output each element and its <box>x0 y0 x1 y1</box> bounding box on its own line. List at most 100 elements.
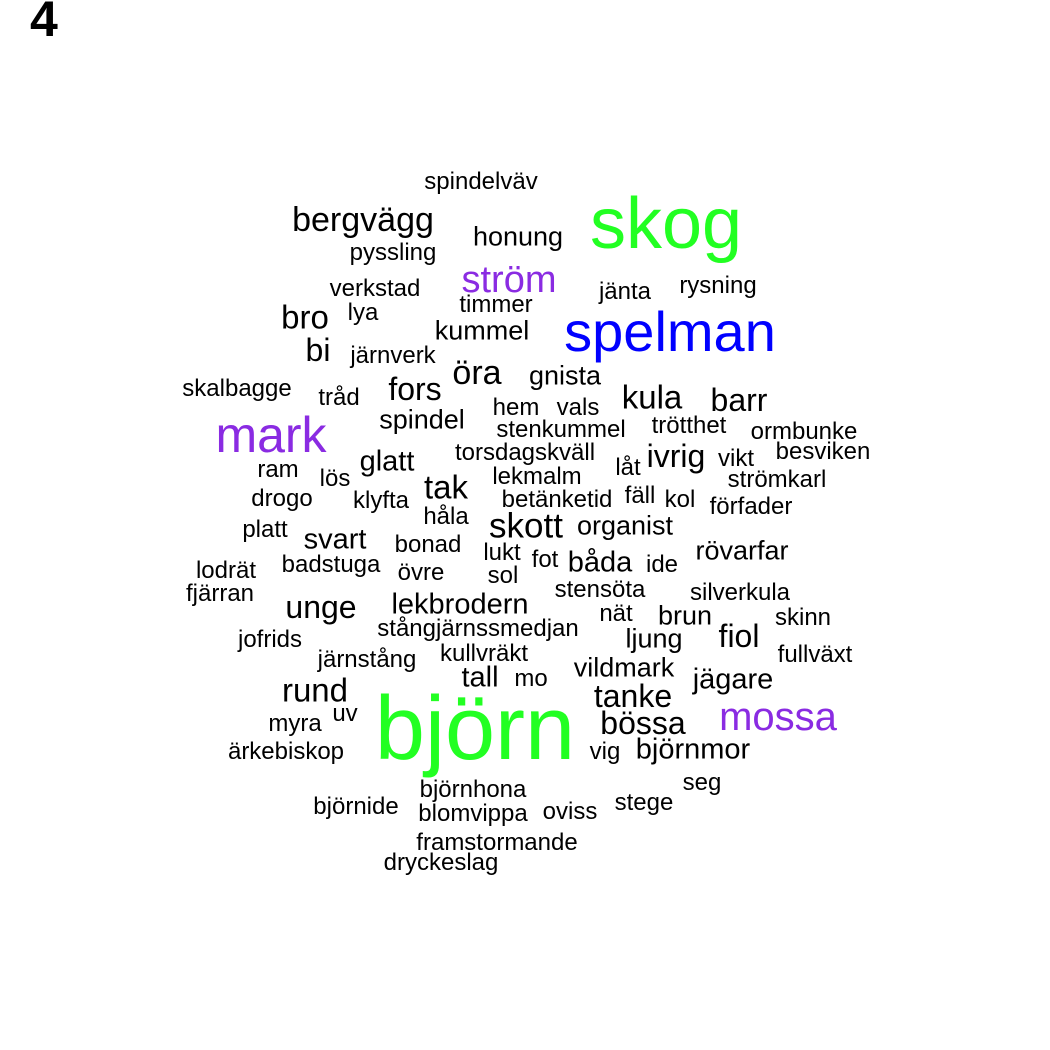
word-lekmalm: lekmalm <box>492 463 582 490</box>
word-strom: ström <box>461 259 557 301</box>
word-framstormande: framstormande <box>416 829 578 856</box>
word-timmer: timmer <box>459 291 533 318</box>
word-torsdagskvall: torsdagskväll <box>454 439 596 466</box>
word-rysning: rysning <box>679 272 757 299</box>
word-skott: skott <box>489 506 563 546</box>
word-forfader: förfader <box>709 493 793 520</box>
word-bi: bi <box>305 332 331 368</box>
word-vikt: vikt <box>718 445 754 472</box>
word-ora: öra <box>452 354 502 392</box>
word-hala: håla <box>423 503 469 530</box>
word-jagare: jägare <box>692 663 774 696</box>
word-lukt: lukt <box>483 539 521 566</box>
word-spindelvav: spindelväv <box>424 168 538 195</box>
panel-label: 4 <box>30 0 58 47</box>
word-klyfta: klyfta <box>352 487 410 514</box>
word-lat: låt <box>615 454 641 481</box>
word-stromkarl: strömkarl <box>727 466 827 493</box>
word-fiol: fiol <box>718 618 760 654</box>
word-ovre: övre <box>397 559 445 586</box>
word-los: lös <box>319 465 351 492</box>
word-bada: båda <box>567 546 633 579</box>
word-bossa: bössa <box>600 705 686 741</box>
word-vals: vals <box>556 394 600 421</box>
word-honung: honung <box>472 221 564 252</box>
word-svart: svart <box>303 523 367 556</box>
word-fot: fot <box>531 546 559 573</box>
word-bjornmor: björnmor <box>635 733 751 766</box>
word-barr: barr <box>710 382 768 418</box>
word-lodrat: lodrät <box>195 557 257 584</box>
word-unge: unge <box>285 589 357 625</box>
word-mossa: mossa <box>719 695 837 739</box>
word-badstuga: badstuga <box>281 551 381 578</box>
word-betanketid: betänketid <box>501 486 613 513</box>
word-stenkummel: stenkummel <box>496 416 626 443</box>
word-bonad: bonad <box>394 531 462 558</box>
word-fors: fors <box>388 371 442 407</box>
word-fullvaxt: fullväxt <box>777 641 853 668</box>
word-rund: rund <box>281 671 349 709</box>
word-ram: ram <box>257 456 299 483</box>
word-blomvippa: blomvippa <box>418 800 528 827</box>
word-ivrig: ivrig <box>646 438 706 474</box>
word-stege: stege <box>614 789 674 816</box>
word-fjarran: fjärran <box>185 580 255 607</box>
word-bjornhona: björnhona <box>419 776 527 803</box>
word-fall: fäll <box>624 482 656 509</box>
word-bro: bro <box>281 298 329 336</box>
word-mark: mark <box>215 407 327 463</box>
word-drogo: drogo <box>251 485 313 512</box>
word-kula: kula <box>621 378 683 416</box>
word-jarnverk: järnverk <box>350 342 436 369</box>
word-uv: uv <box>332 700 358 727</box>
word-tak: tak <box>423 468 469 506</box>
word-lekbrodern: lekbrodern <box>391 588 529 621</box>
word-vig: vig <box>589 738 621 765</box>
word-seg: seg <box>682 769 722 796</box>
word-skalbagge: skalbagge <box>182 375 292 402</box>
word-jofrids: jofrids <box>237 626 303 653</box>
word-kullvrakt: kullvräkt <box>439 640 529 667</box>
word-ide: ide <box>645 551 679 578</box>
word-trotthet: trötthet <box>651 412 727 439</box>
word-verkstad: verkstad <box>329 275 421 302</box>
word-myra: myra <box>268 710 322 737</box>
word-rovarfar: rövarfar <box>695 535 789 566</box>
word-dryckeslag: dryckeslag <box>383 849 499 876</box>
word-tall: tall <box>461 661 499 694</box>
word-gnista: gnista <box>528 360 602 391</box>
word-oviss: oviss <box>542 798 598 825</box>
word-tanke: tanke <box>593 678 673 714</box>
word-janta: jänta <box>598 278 652 305</box>
word-skinn: skinn <box>774 604 832 631</box>
word-arkebiskop: ärkebiskop <box>227 738 345 765</box>
word-kol: kol <box>664 486 696 513</box>
word-mo: mo <box>514 665 548 692</box>
word-skog: skog <box>589 184 743 264</box>
word-stensota: stensöta <box>554 576 646 603</box>
word-trad: tråd <box>318 384 360 411</box>
word-lya: lya <box>347 299 379 326</box>
word-nat: nät <box>599 600 633 627</box>
word-organist: organist <box>576 510 674 541</box>
word-sol: sol <box>487 562 519 589</box>
word-spelman: spelman <box>564 300 776 363</box>
word-hem: hem <box>492 394 540 421</box>
word-bjornide: björnide <box>313 793 399 820</box>
word-ormbunke: ormbunke <box>750 418 858 445</box>
word-brun: brun <box>657 600 713 631</box>
word-bergvagg: bergvägg <box>292 201 434 239</box>
word-stangjarnssmedjan: stångjärnssmedjan <box>377 615 579 642</box>
word-besviken: besviken <box>775 438 871 465</box>
word-vildmark: vildmark <box>573 652 675 683</box>
word-bjorn: björn <box>374 679 576 779</box>
word-platt: platt <box>242 516 288 543</box>
word-kummel: kummel <box>434 315 530 346</box>
word-glatt: glatt <box>359 445 415 478</box>
word-spindel: spindel <box>379 404 465 435</box>
word-silverkula: silverkula <box>689 579 791 606</box>
word-jarnstang: järnstång <box>317 646 417 673</box>
